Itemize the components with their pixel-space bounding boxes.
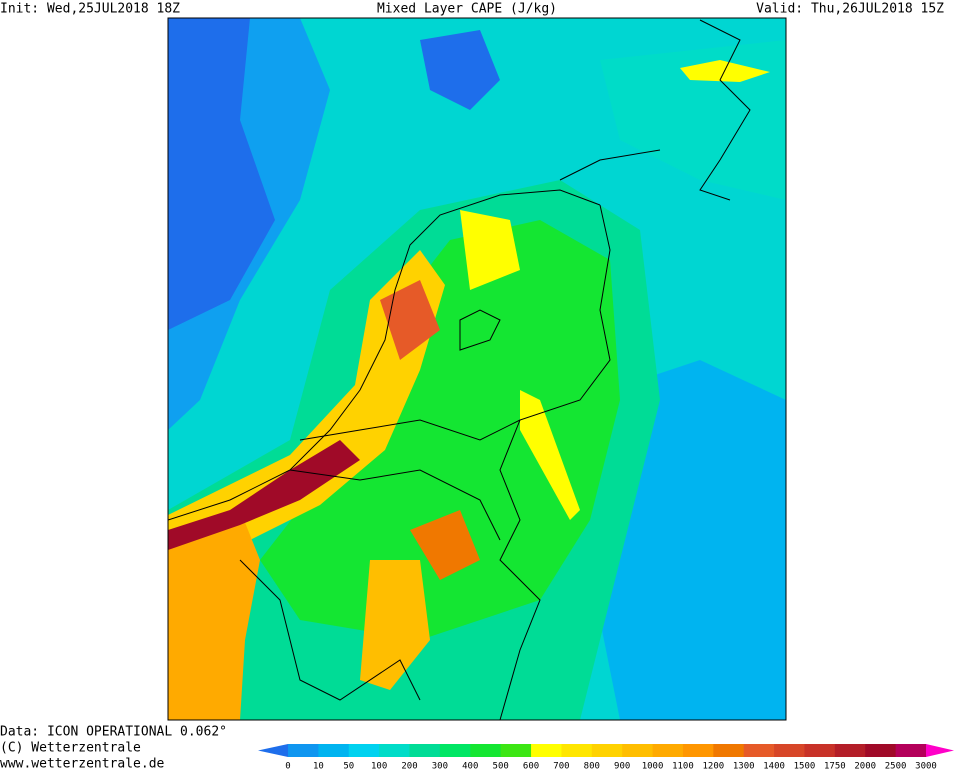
colorbar-segment (774, 744, 805, 757)
valid-label: Valid: Thu,26JUL2018 15Z (756, 2, 944, 17)
colorbar-label: 0 (285, 762, 290, 771)
colorbar-label: 900 (614, 762, 630, 771)
footer-line: (C) Wetterzentrale (0, 741, 141, 756)
colorbar-segment (804, 744, 836, 757)
colorbar-segment (682, 744, 714, 757)
colorbar-label: 2500 (885, 762, 907, 771)
colorbar-label: 700 (553, 762, 569, 771)
colorbar-label: 1750 (824, 762, 846, 771)
colorbar-label: 1100 (672, 762, 694, 771)
colorbar-label: 1000 (642, 762, 664, 771)
colorbar-segment (531, 744, 562, 757)
footer-line: Data: ICON OPERATIONAL 0.062° (0, 725, 227, 740)
colorbar-segment (288, 744, 319, 757)
init-label: Init: Wed,25JUL2018 18Z (0, 2, 180, 17)
colorbar-label: 400 (462, 762, 478, 771)
colorbar-segment (865, 744, 897, 757)
colorbar-label: 800 (584, 762, 600, 771)
colorbar-label: 100 (371, 762, 387, 771)
colorbar-segment (895, 744, 927, 757)
colorbar-segment (622, 744, 654, 757)
colorbar-segment (379, 744, 411, 757)
colorbar-label: 50 (343, 762, 354, 771)
colorbar-label: 10 (313, 762, 324, 771)
colorbar: 0 10 50 100 200 300 400 500 600 700 800 900 1000 1100… (258, 744, 954, 772)
map-title: Mixed Layer CAPE (J/kg) (377, 2, 557, 17)
colorbar-label: 200 (401, 762, 417, 771)
colorbar-segment (713, 744, 745, 757)
colorbar-label: 1500 (794, 762, 816, 771)
colorbar-segment (500, 744, 532, 757)
colorbar-label: 1300 (733, 762, 755, 771)
map (167, 17, 787, 721)
colorbar-label: 1200 (702, 762, 724, 771)
colorbar-arrow (926, 744, 954, 757)
colorbar-segment (591, 744, 623, 757)
colorbar-label: 2000 (854, 762, 876, 771)
colorbar-segment (348, 744, 380, 757)
colorbar-segment (561, 744, 593, 757)
colorbar-label: 300 (432, 762, 448, 771)
footer-line: www.wetterzentrale.de (0, 757, 165, 771)
colorbar-segment (409, 744, 441, 757)
colorbar-label: 1400 (763, 762, 785, 771)
colorbar-segment (834, 744, 866, 757)
colorbar-segment (743, 744, 775, 757)
colorbar-segment (652, 744, 684, 757)
colorbar-segment (318, 744, 350, 757)
colorbar-label: 600 (523, 762, 539, 771)
colorbar-arrow (258, 744, 288, 757)
colorbar-label: 3000 (915, 762, 937, 771)
colorbar-segment (439, 744, 471, 757)
colorbar-label: 500 (493, 762, 509, 771)
colorbar-segment (470, 744, 502, 757)
